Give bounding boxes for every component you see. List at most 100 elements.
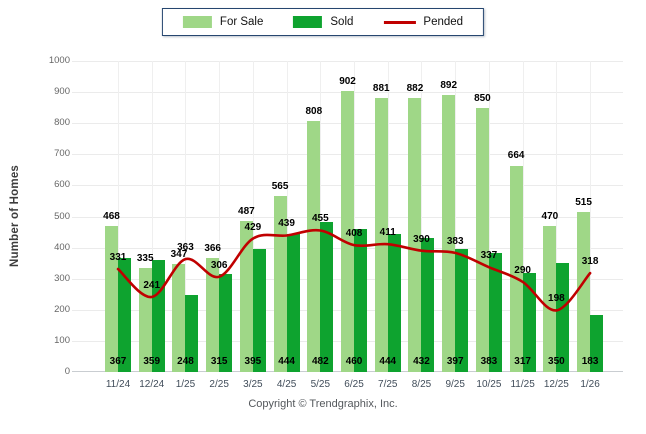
value-label-sold: 359 [143,356,161,367]
y-tick-label: 100 [54,334,70,346]
gridline-vertical [590,61,591,372]
y-tick-label: 800 [54,117,70,129]
value-label-sold: 315 [210,356,228,367]
bar-for-sale [206,258,220,372]
value-label-pended: 306 [210,259,228,271]
x-tick-label: 9/25 [445,379,465,390]
value-label-pended: 241 [143,280,161,292]
legend-item-sold: Sold [293,16,353,28]
bar-for-sale [273,196,287,372]
x-tick-label: 10/25 [476,379,502,390]
value-label-sold: 395 [244,356,262,367]
bar-sold [354,228,368,372]
value-label-pended: 337 [480,250,498,262]
legend: For Sale Sold Pended [161,8,485,36]
pended-line-path [116,228,592,312]
for-sale-swatch-icon [182,16,212,28]
value-label-sold: 183 [581,356,599,367]
bar-for-sale [239,220,253,372]
value-label-pended: 318 [581,256,599,268]
legend-label-pended: Pended [423,16,464,28]
x-tick-label: 11/24 [105,379,131,390]
value-label-for-sale: 335 [136,252,154,264]
bar-sold [421,237,435,372]
x-tick-label: 1/26 [580,379,600,390]
bar-sold [252,249,266,372]
x-tick-label: 6/25 [344,379,364,390]
y-tick-label: 200 [54,303,70,315]
x-tick-label: 5/25 [310,379,331,390]
value-label-pended: 290 [514,264,531,276]
bar-for-sale [577,211,591,372]
value-label-sold: 432 [413,356,430,367]
value-label-sold: 317 [514,356,531,367]
gridline-horizontal [72,61,623,62]
bar-sold [286,233,300,372]
gridline-vertical [118,61,119,372]
y-tick-label: 700 [54,148,70,160]
x-tick-label: 7/25 [378,379,398,390]
x-tick-label: 4/25 [276,379,297,390]
value-label-pended: 331 [109,252,127,264]
y-tick-label: 400 [54,241,70,253]
value-label-for-sale: 881 [372,83,390,94]
x-tick-label: 2/25 [209,379,229,390]
gridline-vertical [489,61,490,372]
value-label-pended: 363 [177,242,194,254]
value-label-sold: 482 [311,356,329,367]
value-label-pended: 439 [278,218,295,230]
bar-for-sale [374,98,388,372]
value-label-pended: 408 [345,228,363,240]
value-label-for-sale: 882 [406,82,424,94]
legend-label-sold: Sold [330,16,354,28]
y-tick-label: 0 [64,366,70,377]
bar-for-sale [509,165,523,372]
bar-for-sale [475,107,489,372]
bar-sold [455,248,469,372]
y-tick-label: 900 [54,86,70,98]
gridline-vertical [556,61,557,372]
value-label-pended: 383 [446,235,464,247]
value-label-for-sale: 487 [238,205,255,217]
x-tick-label: 12/25 [543,379,569,390]
copyright-text: Copyright © Trendgraphix, Inc. [248,398,398,410]
bar-sold [320,222,334,372]
bar-for-sale [172,264,186,372]
x-tick-label: 8/25 [411,379,432,390]
bar-sold [590,315,604,372]
value-label-pended: 455 [311,213,329,225]
value-label-sold: 383 [480,356,498,367]
value-label-for-sale: 366 [204,243,221,255]
gridline-vertical [253,61,254,372]
value-label-for-sale: 902 [339,76,356,88]
gridline-vertical [185,61,186,372]
value-label-pended: 390 [413,233,430,245]
gridline-vertical [388,61,389,372]
value-label-for-sale: 565 [271,181,289,193]
bar-for-sale [408,97,422,372]
bar-for-sale [442,94,456,372]
y-tick-label: 600 [54,179,70,191]
bar-sold [387,233,401,372]
legend-label-for-sale: For Sale [219,16,264,28]
y-tick-label: 1000 [48,55,70,66]
value-label-for-sale: 515 [575,196,592,208]
value-label-sold: 444 [379,356,397,367]
bar-for-sale [543,225,557,372]
gridline-vertical [320,61,321,372]
legend-item-for-sale: For Sale [182,16,264,28]
sold-swatch-icon [293,16,323,28]
value-label-pended: 429 [244,221,262,233]
plot-area: 468 367 335 359 347 248 366 315 487 395 565 444 808 4… [72,61,623,372]
value-label-for-sale: 892 [440,79,458,91]
x-tick-label: 11/25 [510,379,535,390]
value-label-sold: 444 [278,356,295,367]
value-label-sold: 367 [109,356,127,367]
bar-for-sale [105,226,118,372]
value-label-for-sale: 470 [541,210,559,222]
gridline-vertical [523,61,524,372]
value-label-pended: 411 [379,227,396,239]
gridline-vertical [219,61,220,372]
bar-sold [185,294,199,372]
